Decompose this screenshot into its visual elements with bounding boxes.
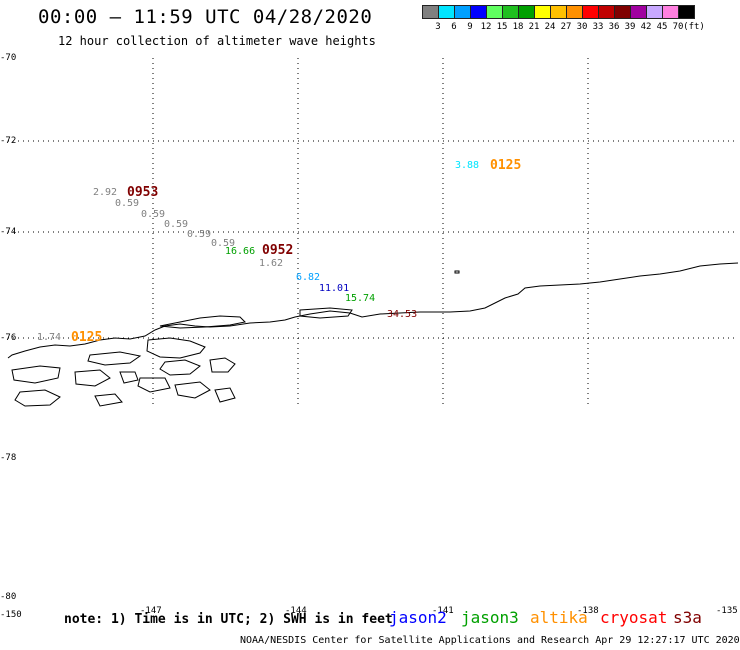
map-subtitle: 12 hour collection of altimeter wave hei… bbox=[58, 34, 376, 48]
legend-label: 42 bbox=[640, 22, 652, 32]
legend-swatches bbox=[422, 5, 695, 19]
ice-shelf-outline bbox=[119, 371, 139, 384]
lat-label: -80 bbox=[0, 592, 17, 602]
wave-value: 3.88 bbox=[455, 160, 479, 171]
satellite-s3a: s3a bbox=[673, 608, 702, 627]
wave-value: 6.82 bbox=[296, 272, 320, 283]
ice-shelf-outline bbox=[299, 307, 353, 319]
pass-time-label: 0952 bbox=[262, 243, 293, 258]
lat-label: -70 bbox=[0, 53, 17, 63]
island-outline bbox=[454, 270, 460, 274]
legend-labels: 3 6 9 12 15 18 21 24 27 30 33 36 39 42 45 70 (ft) bbox=[422, 19, 705, 32]
ice-shelf-outline bbox=[137, 377, 171, 393]
lon-label: -138 bbox=[577, 606, 599, 616]
legend-swatch bbox=[678, 5, 695, 19]
legend-label: (ft) bbox=[683, 22, 705, 32]
ice-shelf-outline bbox=[159, 359, 201, 376]
lon-label: -150 bbox=[0, 610, 22, 620]
pass-time-label: 0125 bbox=[490, 158, 521, 173]
wave-value: 0.59 bbox=[164, 219, 188, 230]
legend-label: 27 bbox=[560, 22, 572, 32]
legend-label: 12 bbox=[480, 22, 492, 32]
lon-label: -147 bbox=[140, 606, 162, 616]
lon-label: -135 bbox=[716, 606, 738, 616]
ice-shelf-outline bbox=[14, 389, 61, 407]
lon-label: -144 bbox=[285, 606, 307, 616]
legend-label: 70 bbox=[672, 22, 684, 32]
ice-shelf-outline bbox=[174, 381, 211, 399]
wave-value: 0.59 bbox=[211, 238, 235, 249]
credit-line: NOAA/NESDIS Center for Satellite Applica… bbox=[240, 635, 740, 646]
legend-label: 21 bbox=[528, 22, 540, 32]
satellite-jason2: jason2 bbox=[389, 608, 447, 627]
ice-shelf-outline bbox=[11, 365, 61, 384]
lat-label: -78 bbox=[0, 453, 17, 463]
wave-height-labels: 2.92 0.59 0.59 0.59 0.59 0.59 16.66 1.62… bbox=[37, 160, 479, 343]
satellite-jason3: jason3 bbox=[461, 608, 519, 627]
legend-label: 3 bbox=[435, 22, 441, 32]
lon-label: -141 bbox=[432, 606, 454, 616]
wave-value: 11.01 bbox=[319, 283, 349, 294]
wave-value: 2.92 bbox=[93, 187, 117, 198]
wave-value: 0.59 bbox=[141, 209, 165, 220]
legend-label: 18 bbox=[512, 22, 524, 32]
ice-shelf-outline bbox=[74, 369, 111, 387]
wave-height-color-legend: 3 6 9 12 15 18 21 24 27 30 33 36 39 42 45 70 (ft) bbox=[422, 5, 705, 32]
units-note: note: 1) Time is in UTC; 2) SWH is in fe… bbox=[64, 612, 393, 627]
wave-value: 15.74 bbox=[345, 293, 375, 304]
lat-label: -74 bbox=[0, 227, 17, 237]
legend-label: 36 bbox=[608, 22, 620, 32]
wave-value: 34.53 bbox=[387, 309, 417, 320]
ice-shelf-outline bbox=[94, 393, 123, 407]
latitude-gridlines bbox=[8, 140, 738, 339]
ice-shelf-outline bbox=[87, 351, 142, 366]
lat-label: -72 bbox=[0, 136, 17, 146]
coastline bbox=[7, 262, 739, 407]
legend-label: 9 bbox=[467, 22, 473, 32]
legend-label: 33 bbox=[592, 22, 604, 32]
satellite-altika: altika bbox=[530, 608, 588, 627]
pass-time-label: 0125 bbox=[71, 330, 102, 345]
coastline-main bbox=[7, 262, 739, 359]
wave-value: 1.74 bbox=[37, 332, 61, 343]
legend-label: 30 bbox=[576, 22, 588, 32]
map-title: 00:00 – 11:59 UTC 04/28/2020 bbox=[38, 6, 373, 28]
pass-time-labels: 0953 0952 0125 0125 bbox=[71, 158, 521, 345]
wave-value: 0.59 bbox=[187, 229, 211, 240]
lat-label: -76 bbox=[0, 333, 17, 343]
ice-shelf-outline bbox=[159, 315, 247, 329]
legend-label: 45 bbox=[656, 22, 668, 32]
legend-label: 15 bbox=[496, 22, 508, 32]
wave-value: 0.59 bbox=[115, 198, 139, 209]
ice-shelf-outline bbox=[146, 337, 206, 359]
ice-shelf-outline bbox=[214, 387, 236, 403]
ice-shelf-outline bbox=[209, 357, 236, 373]
satellite-cryosat: cryosat bbox=[600, 608, 668, 627]
legend-label: 6 bbox=[451, 22, 457, 32]
wave-value: 16.66 bbox=[225, 246, 255, 257]
legend-label: 39 bbox=[624, 22, 636, 32]
pass-time-label: 0953 bbox=[127, 185, 158, 200]
legend-label: 24 bbox=[544, 22, 556, 32]
wave-value: 1.62 bbox=[259, 258, 283, 269]
